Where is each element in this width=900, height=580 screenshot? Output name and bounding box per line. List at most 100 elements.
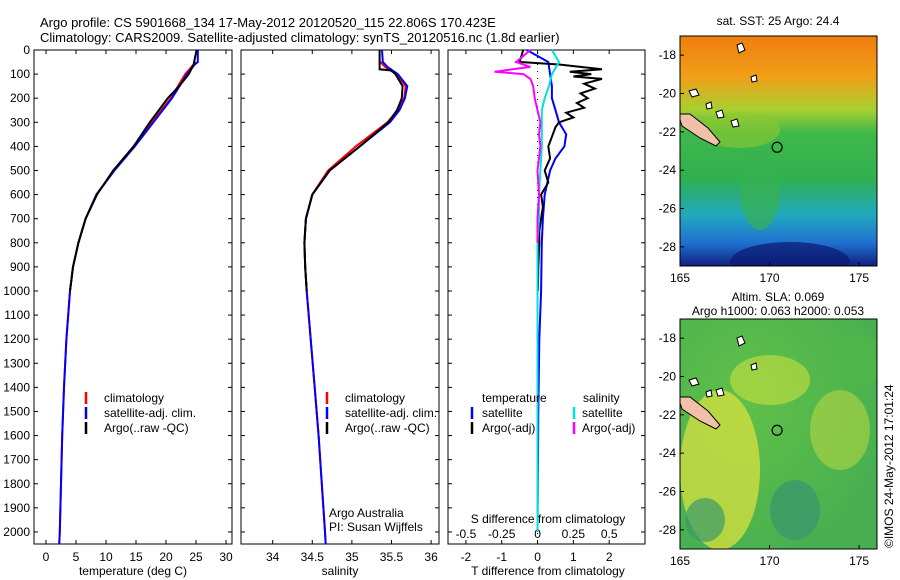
difference-series: [494, 49, 603, 533]
x-tick-label: 25: [189, 550, 203, 564]
y-tick-label: 500: [10, 163, 30, 177]
y-tick-label: 1400: [3, 380, 30, 394]
sla-map-title: Altim. SLA: 0.069: [732, 290, 825, 304]
legend-label-argo: Argo(..raw -QC): [345, 421, 430, 435]
series-line-Argo: [69, 49, 198, 292]
temperature-legend: climatology satellite-adj. clim. Argo(..…: [84, 391, 196, 435]
sst-map-frame: [679, 35, 878, 267]
x-tick-label: -2: [461, 550, 472, 564]
sst-map-panel: sat. SST: 25 Argo: 24.4 165 170 175 -18 -20 -…: [659, 14, 878, 285]
new-caledonia-island: [680, 113, 721, 147]
legend-label-temperature-satellite: satellite: [482, 406, 523, 420]
new-caledonia-island: [680, 396, 721, 430]
y-tick-label: 0: [23, 43, 30, 57]
map-y-tick-label: -24: [659, 163, 677, 177]
island: [736, 335, 746, 347]
island: [688, 88, 700, 98]
y-tick-label: 400: [10, 139, 30, 153]
map-y-tick-label: -28: [659, 240, 677, 254]
sst-warm-patch: [700, 112, 780, 148]
map-y-tick-label: -18: [659, 331, 677, 345]
series-line-salinity-satellite: [536, 49, 561, 532]
y-tick-label: 600: [10, 188, 30, 202]
x-tick-label: 1: [570, 550, 577, 564]
y-tick-label: 1200: [3, 332, 30, 346]
legend-label-climatology: climatology: [104, 391, 164, 405]
salinity-annotation-line1: Argo Australia: [329, 506, 404, 520]
x-tick-label: 34: [266, 550, 280, 564]
temperature-panel: 0100200300400500600700800900100011001200…: [3, 43, 233, 578]
x-tick-label: 35.5: [380, 550, 404, 564]
salinity-legend: climatology satellite-adj. clim. Argo(..…: [325, 391, 437, 435]
island: [705, 389, 713, 398]
difference-legend: temperature satellite Argo(-adj) salinit…: [470, 391, 635, 435]
island: [750, 74, 758, 83]
sla-map-frame: [679, 318, 878, 550]
sst-cold-eddy: [730, 242, 850, 266]
salinity-xlabel: salinity: [322, 564, 359, 578]
map-y-tick-label: -24: [659, 446, 677, 460]
s-tick-label: -0.5: [456, 527, 477, 541]
y-tick-label: 1300: [3, 356, 30, 370]
sla-low-eddy: [685, 498, 725, 542]
series-line-salinity-argo: [494, 49, 542, 243]
salinity-panel: 34 34.5 35 35.5 36 salinity climatology sate…: [240, 49, 440, 578]
y-tick-label: 1600: [3, 429, 30, 443]
island: [750, 362, 758, 371]
salinity-ticks: 34 34.5 35 35.5 36: [241, 49, 439, 564]
island: [736, 42, 746, 54]
sst-map-ticks: 165 170 175 -18 -20 -22 -24 -26 -28: [659, 48, 870, 285]
temperature-axes-frame: [33, 49, 233, 545]
s-tick-label: 0.5: [601, 527, 618, 541]
island: [715, 387, 725, 397]
legend-title-salinity: salinity: [583, 391, 620, 405]
figure-title-line1: Argo profile: CS 5901668_134 17-May-2012…: [40, 15, 496, 30]
legend-title-temperature: temperature: [482, 391, 547, 405]
map-y-tick-label: -22: [659, 125, 677, 139]
y-tick-label: 800: [10, 236, 30, 250]
map-y-tick-label: -18: [659, 48, 677, 62]
y-tick-label: 700: [10, 212, 30, 226]
x-tick-label: 10: [99, 550, 113, 564]
legend-label-satellite: satellite-adj. clim.: [104, 406, 196, 420]
temperature-xlabel: temperature (deg C): [79, 564, 187, 578]
imos-side-label: ©IMOS 24-May-2012 17:01:24: [882, 384, 896, 548]
sla-map-panel: Altim. SLA: 0.069 Argo h1000: 0.063 h200…: [659, 290, 878, 568]
sst-map-title: sat. SST: 25 Argo: 24.4: [717, 14, 840, 28]
map-y-tick-label: -26: [659, 202, 677, 216]
map-y-tick-label: -20: [659, 87, 677, 101]
map-y-tick-label: -20: [659, 370, 677, 384]
x-tick-label: 15: [129, 550, 143, 564]
y-tick-label: 2000: [3, 525, 30, 539]
y-tick-label: 1800: [3, 477, 30, 491]
y-tick-label: 100: [10, 67, 30, 81]
salinity-axes-frame: [240, 49, 440, 545]
sst-profile-location-marker: [771, 141, 783, 153]
sla-yellow-patch: [730, 355, 810, 405]
x-tick-label: 30: [219, 550, 233, 564]
island: [730, 118, 740, 128]
salinity-series: [303, 49, 409, 545]
y-tick-label: 1000: [3, 284, 30, 298]
x-tick-label: 0: [534, 550, 541, 564]
sst-green-tongue: [740, 150, 780, 230]
x-tick-label: -1: [496, 550, 507, 564]
sla-yellow-patch: [810, 390, 870, 470]
map-x-tick-label: 175: [849, 271, 869, 285]
sst-field: [680, 36, 877, 266]
s-tick-label: 0.25: [562, 527, 586, 541]
y-tick-label: 1900: [3, 501, 30, 515]
legend-label-salinity-argo: Argo(-adj): [582, 421, 635, 435]
legend-label-climatology: climatology: [345, 391, 405, 405]
island: [715, 109, 725, 119]
temperature-ticks: 0100200300400500600700800900100011001200…: [3, 43, 233, 564]
map-x-tick-label: 170: [760, 554, 780, 568]
x-tick-label: 34.5: [301, 550, 325, 564]
difference-xlabel: T difference from climatology: [471, 564, 625, 578]
temperature-series: [58, 49, 199, 545]
sla-map-ticks: 165 170 175 -18 -20 -22 -24 -26 -28: [659, 331, 870, 568]
map-x-tick-label: 170: [760, 271, 780, 285]
